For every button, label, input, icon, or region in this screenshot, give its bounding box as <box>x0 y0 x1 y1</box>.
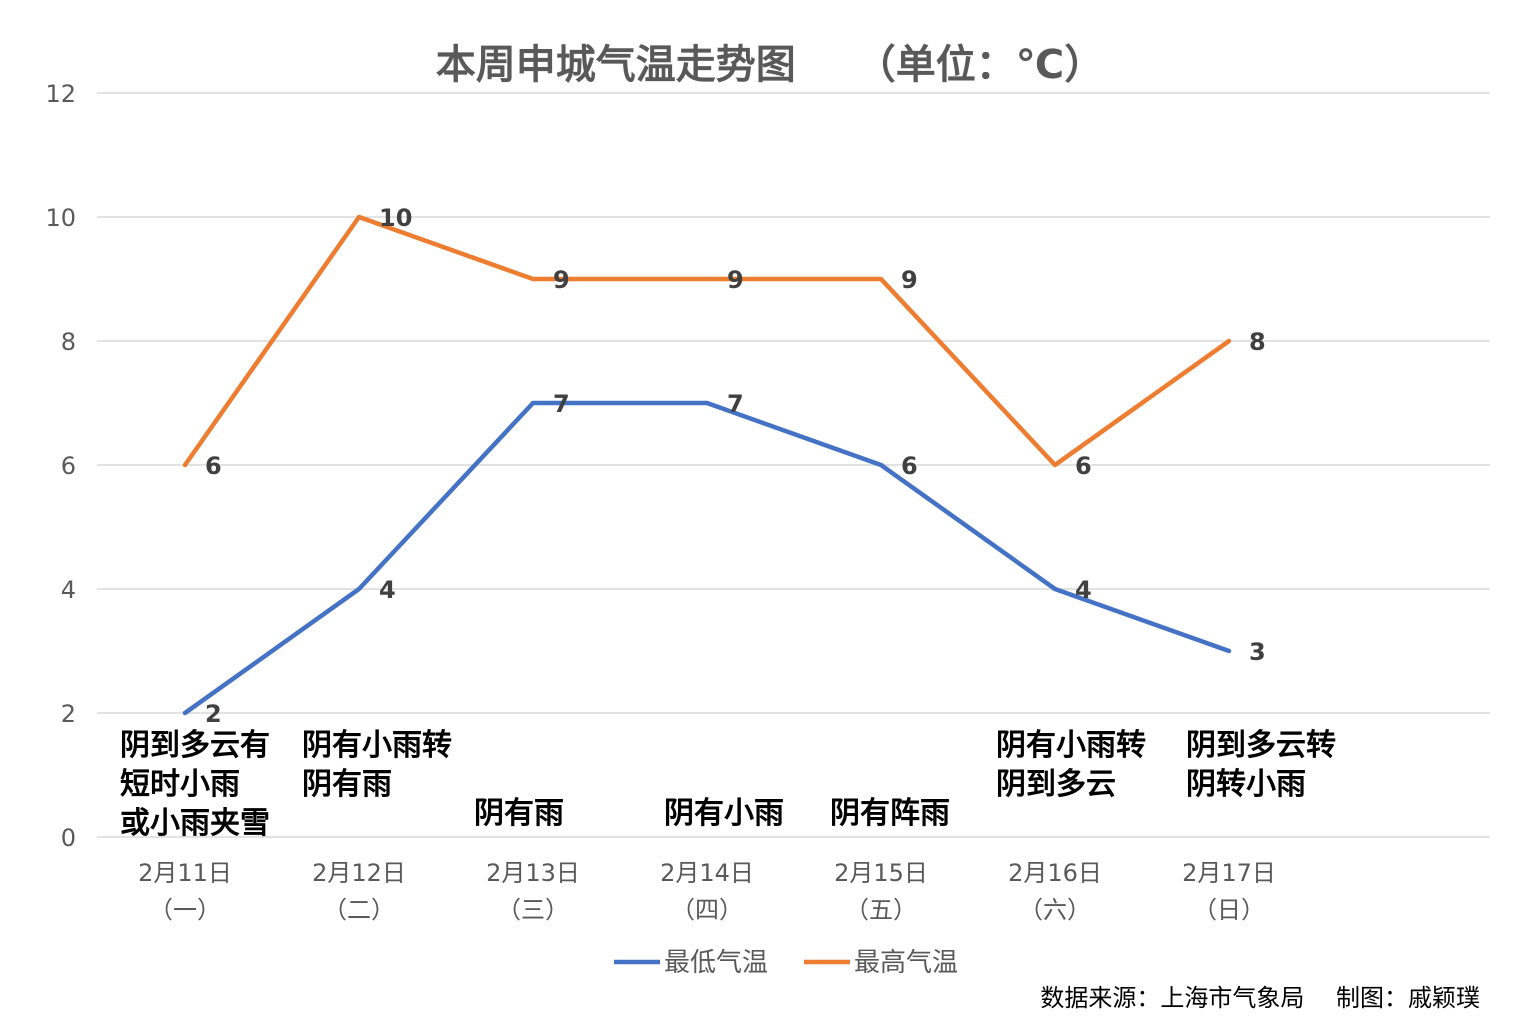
x-tick-label: （一） <box>149 896 221 924</box>
weather-annotation: 阴转小雨 <box>1186 767 1306 802</box>
data-point <box>183 463 187 467</box>
weather-annotation: 阴有小雨转 <box>302 728 452 763</box>
x-tick-label: 2月14日 <box>660 859 754 887</box>
weather-annotation: 阴到多云转 <box>1186 728 1336 763</box>
weather-annotation: 或小雨夹雪 <box>120 806 270 841</box>
data-label: 9 <box>901 266 918 294</box>
data-label: 4 <box>379 576 396 604</box>
series-lines <box>182 214 1232 716</box>
weather-annotation: 阴有雨 <box>302 767 392 802</box>
data-label: 9 <box>727 266 744 294</box>
data-label: 10 <box>379 204 412 232</box>
y-tick-label: 8 <box>61 328 76 356</box>
data-point <box>879 463 883 467</box>
y-tick-label: 6 <box>61 452 76 480</box>
legend-label: 最低气温 <box>664 948 768 978</box>
x-tick-label: 2月15日 <box>834 859 928 887</box>
weather-annotation: 阴有雨 <box>474 796 564 831</box>
data-point <box>357 587 361 591</box>
data-label: 7 <box>727 390 744 418</box>
data-point <box>1227 649 1231 653</box>
data-label: 3 <box>1249 638 1266 666</box>
weather-annotation: 阴到多云 <box>996 767 1116 802</box>
x-tick-label: 2月13日 <box>486 859 580 887</box>
x-tick-label: （四） <box>671 896 743 924</box>
x-tick-label: （五） <box>845 896 917 924</box>
legend: 最低气温 最高气温 <box>614 948 958 978</box>
chart-title: 本周申城气温走势图 （单位：℃） <box>436 42 1104 88</box>
weather-annotation: 阴有小雨 <box>664 796 784 831</box>
weather-annotation: 阴有阵雨 <box>830 796 950 831</box>
data-labels: 2 4 7 7 6 4 3 6 10 9 9 9 6 8 <box>205 204 1266 728</box>
y-axis-ticks: 0 2 4 6 8 10 12 <box>45 80 76 852</box>
y-tick-label: 10 <box>45 204 76 232</box>
data-point <box>183 711 187 715</box>
y-tick-label: 2 <box>61 700 76 728</box>
data-label: 9 <box>553 266 570 294</box>
x-tick-label: 2月11日 <box>138 859 232 887</box>
x-tick-label: （日） <box>1193 896 1265 924</box>
data-point <box>1053 587 1057 591</box>
y-tick-label: 0 <box>61 824 76 852</box>
data-label: 8 <box>1249 328 1266 356</box>
x-tick-label: 2月17日 <box>1182 859 1276 887</box>
x-tick-label: （三） <box>497 896 569 924</box>
data-label: 6 <box>901 452 918 480</box>
data-point <box>1227 339 1231 343</box>
data-label: 4 <box>1075 576 1092 604</box>
data-point <box>705 277 709 281</box>
legend-label: 最高气温 <box>854 948 958 978</box>
y-tick-label: 4 <box>61 576 76 604</box>
data-label: 2 <box>205 700 222 728</box>
data-point <box>879 277 883 281</box>
x-tick-label: 2月12日 <box>312 859 406 887</box>
data-point <box>1053 463 1057 467</box>
x-axis-ticks: 2月11日 （一） 2月12日 （二） 2月13日 （三） 2月14日 （四） 2月15日 （五）… <box>138 859 1276 924</box>
series-line-0 <box>182 400 1232 716</box>
data-point <box>531 277 535 281</box>
y-tick-label: 12 <box>45 80 76 108</box>
gridlines <box>97 92 1490 838</box>
data-label: 7 <box>553 390 570 418</box>
weather-annotation: 阴有小雨转 <box>996 728 1146 763</box>
weather-annotation: 短时小雨 <box>120 767 240 802</box>
x-tick-label: （二） <box>323 896 395 924</box>
data-label: 6 <box>1075 452 1092 480</box>
x-tick-label: （六） <box>1019 896 1091 924</box>
data-point <box>705 401 709 405</box>
data-label: 6 <box>205 452 222 480</box>
data-point <box>531 401 535 405</box>
data-point <box>357 215 361 219</box>
source-credit: 数据来源：上海市气象局 制图：戚颖璞 <box>1040 984 1480 1012</box>
x-tick-label: 2月16日 <box>1008 859 1102 887</box>
weather-annotation: 阴到多云有 <box>120 728 270 763</box>
